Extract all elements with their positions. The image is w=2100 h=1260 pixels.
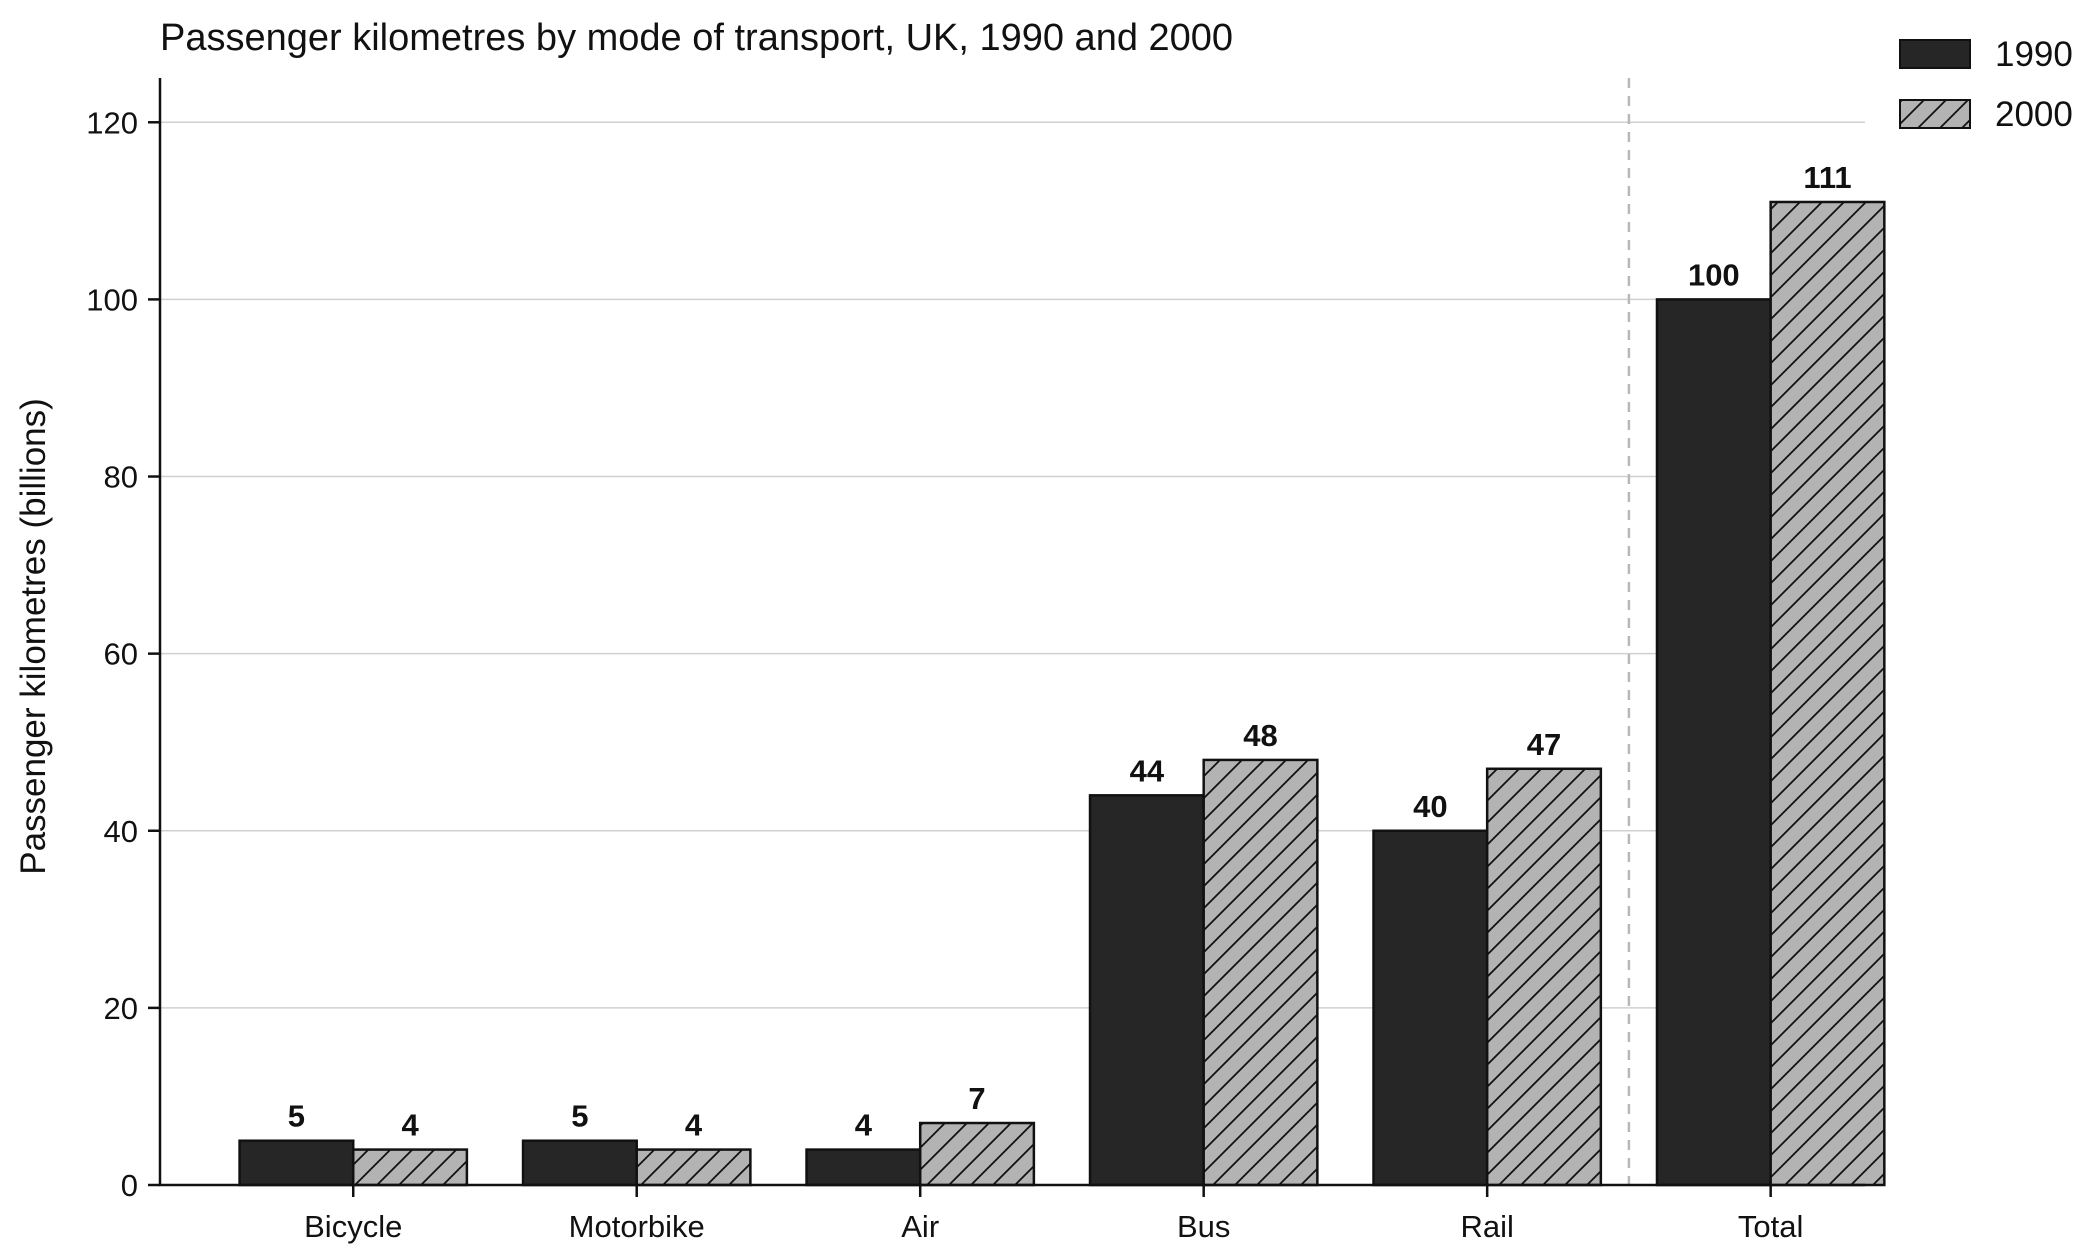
bar-1990-total bbox=[1655, 298, 1772, 1187]
bar-2000-bus bbox=[1202, 758, 1319, 1187]
y-axis-label: Passenger kilometres (billions) bbox=[14, 398, 53, 875]
chart-title: Passenger kilometres by mode of transpor… bbox=[160, 17, 1233, 59]
legend-label: 1990 bbox=[1995, 35, 2073, 74]
data-label: 47 bbox=[1527, 727, 1561, 762]
bar-1990-rail bbox=[1372, 829, 1489, 1187]
data-label: 100 bbox=[1688, 257, 1740, 292]
bar-2000-bicycle bbox=[351, 1148, 469, 1187]
data-label: 4 bbox=[685, 1108, 703, 1143]
bar-1990-motorbike bbox=[521, 1139, 638, 1187]
y-tick-label: 20 bbox=[104, 991, 138, 1026]
bars bbox=[238, 200, 1886, 1187]
x-tick-label: Total bbox=[1738, 1209, 1803, 1244]
y-tick-label: 40 bbox=[104, 814, 138, 849]
data-label: 5 bbox=[571, 1099, 588, 1134]
bar-1990-bus bbox=[1088, 794, 1205, 1187]
bar-2000-motorbike bbox=[635, 1148, 752, 1187]
x-tick-label: Bicycle bbox=[304, 1209, 402, 1244]
legend-swatch bbox=[1899, 39, 1971, 69]
data-label: 4 bbox=[401, 1108, 419, 1143]
legend: 1990 2000 bbox=[1899, 35, 2073, 134]
x-tick-label: Rail bbox=[1460, 1209, 1513, 1244]
x-tick-label: Motorbike bbox=[569, 1209, 705, 1244]
bar-2000-rail bbox=[1485, 767, 1603, 1187]
y-tick-label: 80 bbox=[104, 460, 138, 495]
data-label: 44 bbox=[1130, 753, 1165, 788]
bar-2000-total bbox=[1769, 200, 1886, 1187]
x-tick-label: Air bbox=[901, 1209, 939, 1244]
y-tick-label: 120 bbox=[86, 105, 138, 140]
data-label: 7 bbox=[968, 1081, 985, 1116]
axes: 0 20 40 60 80 100 120 Bicycle Motorbike Air Bus Rai… bbox=[86, 78, 1865, 1244]
data-label: 5 bbox=[288, 1099, 305, 1134]
gridlines bbox=[160, 121, 1865, 1009]
data-label: 111 bbox=[1803, 160, 1851, 195]
y-tick-label: 60 bbox=[104, 637, 138, 672]
data-label: 40 bbox=[1413, 789, 1447, 824]
legend-label: 2000 bbox=[1995, 95, 2073, 134]
bar-2000-air bbox=[918, 1121, 1036, 1187]
bar-1990-bicycle bbox=[238, 1139, 355, 1187]
data-label: 48 bbox=[1243, 718, 1277, 753]
y-tick-label: 0 bbox=[121, 1168, 138, 1203]
data-label: 4 bbox=[855, 1108, 873, 1143]
bar-1990-air bbox=[805, 1148, 922, 1187]
y-tick-label: 100 bbox=[86, 282, 138, 317]
legend-swatch bbox=[1899, 99, 1971, 129]
x-tick-label: Bus bbox=[1177, 1209, 1230, 1244]
